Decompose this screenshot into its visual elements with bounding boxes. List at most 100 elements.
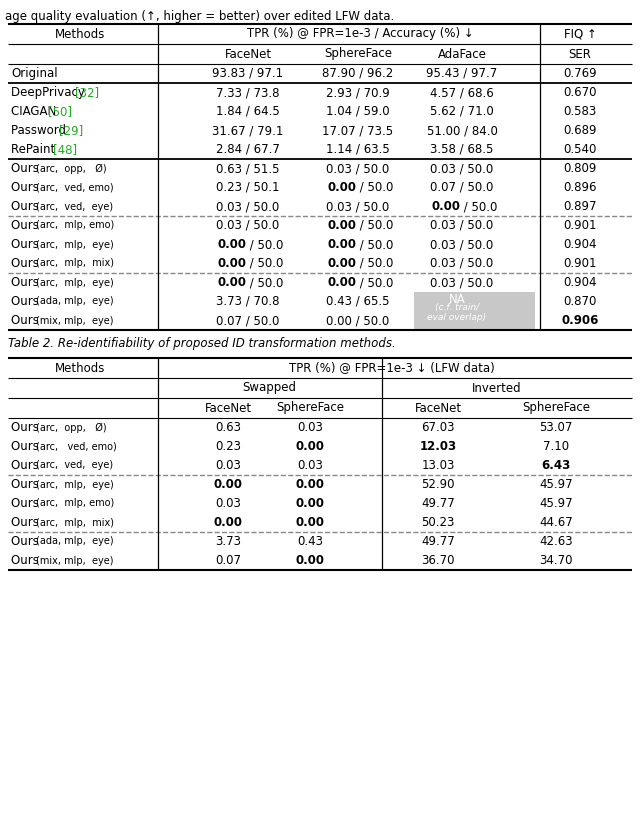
Text: 0.00: 0.00 (327, 238, 356, 251)
Text: 0.00 / 50.0: 0.00 / 50.0 (326, 314, 390, 327)
Text: (arc,  ved,  eye): (arc, ved, eye) (36, 201, 114, 212)
Text: 0.769: 0.769 (563, 67, 597, 80)
Text: 0.00: 0.00 (327, 181, 356, 194)
Text: 0.03 / 50.0: 0.03 / 50.0 (430, 257, 493, 270)
Text: 0.23: 0.23 (215, 440, 241, 453)
Text: 2.93 / 70.9: 2.93 / 70.9 (326, 86, 390, 99)
Text: / 50.0: / 50.0 (246, 257, 284, 270)
Text: [29]: [29] (59, 124, 83, 137)
Text: 34.70: 34.70 (540, 554, 573, 567)
Text: CIAGAN: CIAGAN (11, 105, 60, 118)
Text: 0.00: 0.00 (327, 257, 356, 270)
Text: Ours: Ours (11, 200, 43, 213)
Text: 0.03 / 50.0: 0.03 / 50.0 (326, 162, 390, 175)
Text: TPR (%) @ FPR=1e-3 / Accuracy (%) ↓: TPR (%) @ FPR=1e-3 / Accuracy (%) ↓ (246, 28, 474, 41)
Text: 6.43: 6.43 (541, 459, 571, 472)
Text: Ours: Ours (11, 276, 43, 289)
Text: / 50.0: / 50.0 (356, 276, 394, 289)
Text: 0.07 / 50.0: 0.07 / 50.0 (216, 314, 280, 327)
Text: 17.07 / 73.5: 17.07 / 73.5 (323, 124, 394, 137)
Text: 0.63: 0.63 (215, 421, 241, 434)
Text: / 50.0: / 50.0 (356, 219, 394, 232)
Text: 67.03: 67.03 (421, 421, 455, 434)
Text: Ours: Ours (11, 181, 43, 194)
Text: SER: SER (568, 47, 591, 61)
Text: eval overlap): eval overlap) (428, 313, 486, 322)
Text: 49.77: 49.77 (421, 497, 455, 510)
Text: age quality evaluation (↑, higher = better) over edited LFW data.: age quality evaluation (↑, higher = bett… (5, 10, 394, 23)
Text: [32]: [32] (75, 86, 99, 99)
Text: 95.43 / 97.7: 95.43 / 97.7 (426, 67, 498, 80)
Text: TPR (%) @ FPR=1e-3 ↓ (LFW data): TPR (%) @ FPR=1e-3 ↓ (LFW data) (289, 362, 495, 375)
Text: 0.00: 0.00 (327, 276, 356, 289)
Text: 0.07 / 50.0: 0.07 / 50.0 (430, 181, 493, 194)
Text: Ours: Ours (11, 295, 43, 308)
Text: 5.62 / 71.0: 5.62 / 71.0 (430, 105, 494, 118)
Text: 42.63: 42.63 (539, 535, 573, 548)
Text: FIQ ↑: FIQ ↑ (564, 28, 596, 41)
Text: 3.58 / 68.5: 3.58 / 68.5 (430, 143, 493, 156)
Text: 44.67: 44.67 (539, 516, 573, 529)
Text: 0.03 / 50.0: 0.03 / 50.0 (216, 200, 280, 213)
Text: (arc,  mlp, emo): (arc, mlp, emo) (36, 221, 115, 231)
Text: 0.00: 0.00 (296, 440, 324, 453)
Text: (arc,  mlp,  eye): (arc, mlp, eye) (36, 240, 115, 249)
Text: Ours: Ours (11, 478, 43, 491)
Text: 0.00: 0.00 (217, 257, 246, 270)
Text: 0.00: 0.00 (431, 200, 460, 213)
Text: 12.03: 12.03 (419, 440, 456, 453)
Text: 31.67 / 79.1: 31.67 / 79.1 (212, 124, 284, 137)
Text: SphereFace: SphereFace (276, 402, 344, 415)
Text: FaceNet: FaceNet (415, 402, 461, 415)
Text: / 50.0: / 50.0 (246, 276, 284, 289)
Text: Ours: Ours (11, 257, 43, 270)
Text: 0.901: 0.901 (563, 257, 596, 270)
Text: RePaint: RePaint (11, 143, 59, 156)
Text: 0.00: 0.00 (217, 276, 246, 289)
Text: FaceNet: FaceNet (225, 47, 271, 61)
Text: / 50.0: / 50.0 (460, 200, 497, 213)
Text: 2.84 / 67.7: 2.84 / 67.7 (216, 143, 280, 156)
Text: (c.f. train/: (c.f. train/ (435, 303, 479, 312)
Text: (arc,  opp,   Ø): (arc, opp, Ø) (36, 422, 107, 433)
Text: (ada, mlp,  eye): (ada, mlp, eye) (36, 296, 114, 307)
Text: / 50.0: / 50.0 (356, 257, 394, 270)
Text: 0.03: 0.03 (215, 497, 241, 510)
Text: 0.00: 0.00 (327, 219, 356, 232)
Text: 49.77: 49.77 (421, 535, 455, 548)
Text: (arc,  mlp,  mix): (arc, mlp, mix) (36, 258, 115, 268)
Text: 0.00: 0.00 (296, 554, 324, 567)
Text: 87.90 / 96.2: 87.90 / 96.2 (323, 67, 394, 80)
Text: 0.03 / 50.0: 0.03 / 50.0 (430, 238, 493, 251)
Text: (mix, mlp,  eye): (mix, mlp, eye) (36, 316, 114, 326)
Text: 0.63 / 51.5: 0.63 / 51.5 (216, 162, 280, 175)
Text: 53.07: 53.07 (540, 421, 573, 434)
Text: 0.583: 0.583 (563, 105, 596, 118)
Text: 0.03 / 50.0: 0.03 / 50.0 (216, 219, 280, 232)
Text: 0.901: 0.901 (563, 219, 596, 232)
Text: (arc,  mlp, emo): (arc, mlp, emo) (36, 498, 115, 509)
Text: AdaFace: AdaFace (438, 47, 486, 61)
Text: DeepPrivacy: DeepPrivacy (11, 86, 88, 99)
Text: 0.43 / 65.5: 0.43 / 65.5 (326, 295, 390, 308)
Text: 45.97: 45.97 (539, 497, 573, 510)
Text: 0.904: 0.904 (563, 238, 596, 251)
Text: (ada, mlp,  eye): (ada, mlp, eye) (36, 537, 114, 546)
Text: [50]: [50] (48, 105, 72, 118)
Text: (arc,  mlp,  eye): (arc, mlp, eye) (36, 277, 115, 287)
Text: Ours: Ours (11, 535, 43, 548)
Text: 0.03: 0.03 (297, 459, 323, 472)
Text: 0.670: 0.670 (563, 86, 596, 99)
Text: 0.00: 0.00 (296, 478, 324, 491)
Text: 50.23: 50.23 (421, 516, 454, 529)
Text: FaceNet: FaceNet (204, 402, 252, 415)
Text: Ours: Ours (11, 459, 43, 472)
Text: 0.00: 0.00 (217, 238, 246, 251)
Text: 3.73: 3.73 (215, 535, 241, 548)
Text: SphereFace: SphereFace (522, 402, 590, 415)
Text: Swapped: Swapped (242, 381, 296, 394)
Text: Original: Original (11, 67, 58, 80)
Text: 0.906: 0.906 (561, 314, 598, 327)
Text: Inverted: Inverted (472, 381, 522, 394)
Text: (arc,  ved,  eye): (arc, ved, eye) (36, 461, 114, 470)
